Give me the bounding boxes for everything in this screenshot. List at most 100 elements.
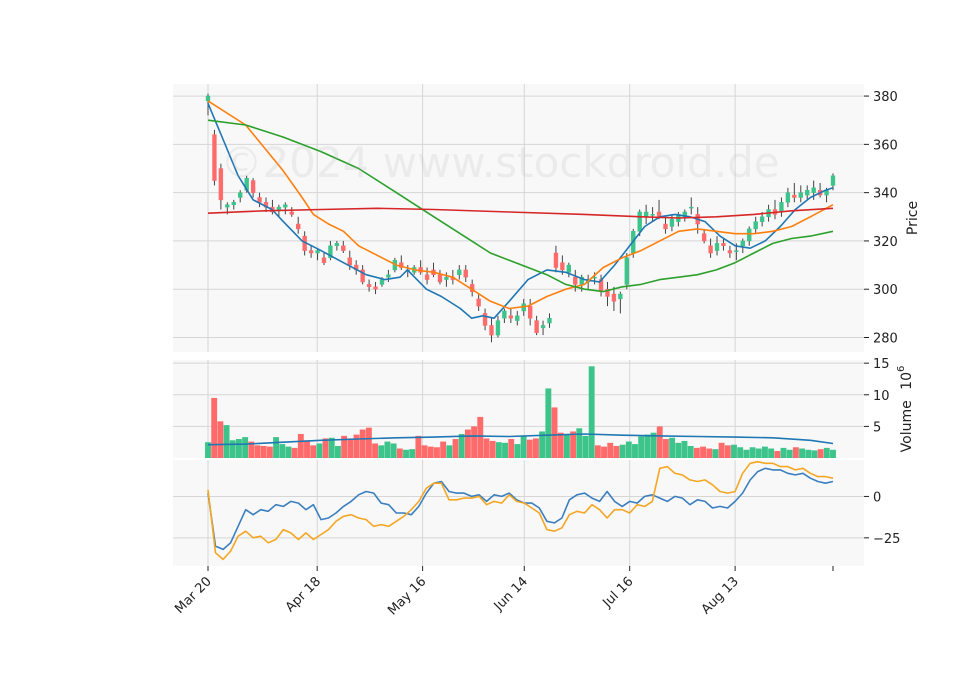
volume-bar	[805, 449, 812, 458]
candle-body	[437, 274, 443, 283]
volume-bar	[502, 442, 508, 458]
volume-bar	[675, 442, 682, 458]
volume-bar	[229, 440, 236, 458]
volume-bar	[551, 407, 558, 458]
volume-bar	[335, 445, 341, 458]
volume-bar	[724, 445, 731, 458]
oscillator-line	[207, 460, 834, 561]
moving-average-line	[207, 119, 834, 293]
candle-body	[212, 134, 217, 181]
candle-body	[276, 206, 282, 210]
volume-bar	[347, 438, 354, 458]
volume-bar	[434, 447, 440, 458]
volume-bar	[625, 441, 632, 458]
candle-body	[669, 218, 675, 227]
volume-bar	[576, 428, 583, 458]
candle-body	[296, 223, 301, 230]
candle-body	[360, 269, 365, 283]
x-tick-label: May 16	[385, 574, 429, 618]
volume-bar	[632, 444, 638, 458]
candle-body	[547, 317, 552, 324]
volume-bar	[378, 445, 385, 458]
price-tick-label: 280	[873, 332, 898, 347]
candle-body	[238, 192, 243, 198]
candle-body	[811, 187, 816, 193]
volume-panel: 5 10 15	[173, 357, 890, 458]
candle-body	[424, 274, 430, 280]
volume-bar	[217, 421, 224, 458]
candle-body	[476, 298, 481, 307]
volume-bar	[328, 437, 335, 458]
candle-body	[231, 202, 236, 205]
volume-bar	[489, 440, 496, 458]
candle-body	[689, 206, 694, 209]
candle-body	[366, 284, 372, 288]
volume-bar	[316, 443, 323, 458]
volume-bar	[712, 449, 719, 458]
candle-body	[701, 233, 707, 242]
candle-body	[457, 269, 462, 275]
candle-body	[792, 194, 797, 198]
price-tick-label: 340	[873, 187, 898, 202]
svg-text:Volume 106: Volume 106	[896, 366, 915, 453]
candle-body	[798, 192, 803, 198]
volume-bar	[285, 446, 292, 458]
volume-bar	[601, 446, 607, 458]
candle-body	[218, 168, 224, 201]
volume-bar	[471, 426, 478, 458]
candle-body	[289, 211, 294, 215]
candle-body	[740, 240, 745, 247]
volume-bar	[390, 443, 397, 458]
candle-body	[502, 310, 507, 319]
volume-bar	[248, 441, 255, 458]
volume-bar	[799, 448, 805, 458]
volume-bar	[464, 429, 471, 458]
candle-body	[315, 250, 320, 254]
volume-bar	[304, 440, 310, 458]
volume-bar	[440, 441, 447, 458]
volume-bar	[520, 436, 527, 458]
volume-bar	[223, 425, 230, 458]
volume-bar	[508, 439, 515, 458]
volume-bar	[780, 447, 787, 458]
volume-bar	[706, 448, 713, 458]
volume-tick-label: 15	[873, 357, 890, 372]
volume-bar	[823, 447, 830, 458]
candle-body	[611, 293, 617, 302]
volume-bar	[737, 447, 744, 458]
volume-bar	[341, 435, 348, 458]
price-axis-title: Price	[905, 201, 921, 235]
candle-body	[663, 223, 668, 230]
x-tick-label: Jun 14	[491, 574, 531, 614]
volume-bar	[792, 447, 799, 458]
panel-background	[173, 460, 864, 566]
volume-bar	[731, 444, 737, 458]
volume-bar	[242, 437, 249, 458]
volume-bar	[588, 366, 595, 458]
volume-axis-title-exp: 6	[896, 366, 907, 372]
candle-body	[308, 250, 314, 254]
volume-bar	[495, 442, 502, 458]
volume-bar	[205, 442, 211, 458]
volume-bar	[446, 445, 453, 458]
candle-body	[560, 262, 565, 271]
volume-bar	[452, 439, 459, 458]
price-tick-label: 380	[873, 90, 898, 105]
candle-body	[444, 276, 449, 280]
candle-body	[482, 313, 488, 326]
volume-bar	[396, 448, 403, 458]
candle-body	[225, 204, 230, 208]
volume-tick-label: 10	[873, 389, 890, 404]
volume-bar	[718, 442, 725, 458]
volume-bar	[365, 427, 372, 458]
volume-bar	[700, 446, 706, 458]
volume-bar	[260, 445, 267, 458]
candle-body	[321, 257, 327, 263]
volume-axis-title: Volume 106	[896, 366, 915, 453]
oscillator-panel: −25 0	[173, 460, 900, 566]
volume-bar	[613, 445, 620, 458]
x-tick-label: Apr 18	[283, 574, 324, 615]
candle-body	[328, 245, 333, 259]
oscillator-tick-label: 0	[873, 490, 881, 505]
volume-bar	[619, 444, 626, 458]
